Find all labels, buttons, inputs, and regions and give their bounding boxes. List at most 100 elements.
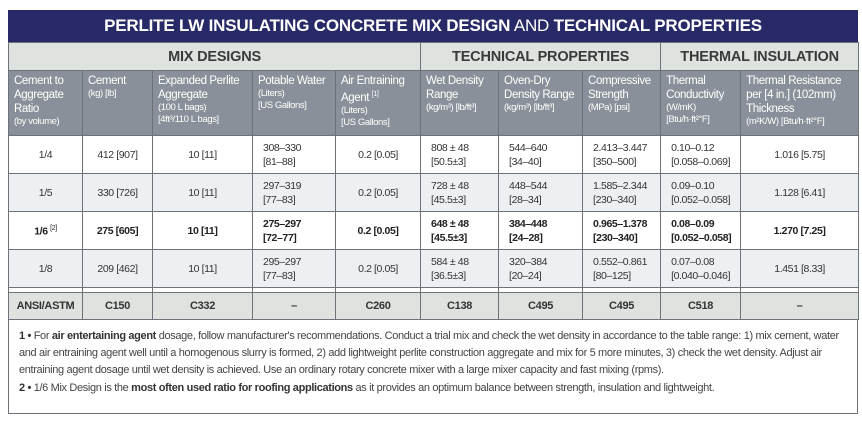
cell-line: 0.09–0.10 <box>671 179 715 192</box>
footnote-number: 2 • <box>19 382 34 394</box>
column-title: Thermal Resistance per [4 in.] (102mm) T… <box>746 75 842 115</box>
footnotes: 1 • For air entertaining agent dosage, f… <box>8 320 858 414</box>
cell-line: [77–83] <box>263 193 296 206</box>
column-header: Air Entraining Agent [1] (Liters) [US Gall… <box>334 70 422 136</box>
cell-tr: 1.016 [5.75] <box>740 135 860 174</box>
cell-line: 275–297 <box>263 217 302 230</box>
cell-line: 0.07–0.08 <box>671 255 715 268</box>
cell-ratio: 1/4 <box>8 135 83 174</box>
standard-cell: C150 <box>82 292 153 320</box>
column-title: Cement to Aggregate Ratio <box>14 75 64 115</box>
cell-line: 448–544 <box>509 179 548 192</box>
cell-line: [45.5±3] <box>431 193 466 206</box>
footnote-text: 1/6 Mix Design is the <box>33 382 132 394</box>
column-header: Cement (kg) [lb] <box>82 70 153 136</box>
ratio-value: 1/8 <box>38 262 53 275</box>
cell-line: [0.040–0.046] <box>671 269 731 282</box>
cell-line: 1.585–2.344 <box>593 179 648 192</box>
footnote-emphasis: air entertaining agent <box>51 330 157 342</box>
footnote-ref: [2] <box>50 225 57 233</box>
cell-dry-density: 448–544 [28–34] <box>498 173 584 212</box>
standard-cell: C518 <box>660 292 742 320</box>
column-header: Cement to Aggregate Ratio (by volume) <box>8 70 83 136</box>
cell-conductivity: 0.10–0.12 [0.058–0.069] <box>660 135 742 174</box>
footnote-emphasis: most often used ratio for roofing applic… <box>131 382 353 394</box>
cell-line: 584 ± 48 <box>431 255 469 268</box>
cell-perlite: 10 [11] <box>152 249 253 288</box>
cell-line: 0.965–1.378 <box>593 217 648 230</box>
cell-compressive: 0.965–1.378 [230–340] <box>582 211 662 250</box>
footnote-1: 1 • For air entertaining agent dosage, f… <box>19 328 847 379</box>
cell-ratio: 1/8 <box>8 249 83 288</box>
standard-cell: – <box>740 292 860 320</box>
cell-dry-density: 544–640 [34–40] <box>498 135 584 174</box>
column-title: Oven-Dry Density Range <box>504 75 575 101</box>
column-title: Thermal Conductivity <box>666 75 724 101</box>
cell-line: 320–384 <box>509 255 548 268</box>
table-row: 1/6 [2] 275 [605] 10 [11] 275–297 [72–77] 0.2… <box>8 211 860 250</box>
standard-cell: C495 <box>498 292 584 320</box>
column-title: Expanded Perlite Aggregate <box>158 75 240 101</box>
cell-line: [81–88] <box>263 155 296 168</box>
cell-dry-density: 320–384 [20–24] <box>498 249 584 288</box>
cell-line: 297–319 <box>263 179 302 192</box>
column-header: Thermal Resistance per [4 in.] (102mm) T… <box>740 70 860 136</box>
cell-line: [0.052–0.058] <box>671 231 732 244</box>
column-unit: [4ft³/110 L bags] <box>158 114 219 125</box>
cell-line: [350–500] <box>593 155 637 168</box>
cell-line: [50.5±3] <box>431 155 466 168</box>
cell-tr: 1.451 [8.33] <box>740 249 860 288</box>
cell-line: 0.552–0.861 <box>593 255 648 268</box>
column-unit: (MPa) [psi] <box>588 102 630 113</box>
column-title: Potable Water <box>258 75 326 87</box>
standard-cell: C138 <box>420 292 500 320</box>
table-row: 1/4 412 [907] 10 [11] 308–330 [81–88] 0.2 [0.… <box>8 135 860 174</box>
column-unit: (Liters) <box>341 104 368 116</box>
title-part: TECHNICAL PROPERTIES <box>553 16 762 35</box>
cell-cement: 275 [605] <box>82 211 153 250</box>
cell-agent: 0.2 [0.05] <box>334 249 422 288</box>
standard-cell: C260 <box>334 292 422 320</box>
cell-line: [28–34] <box>509 193 542 206</box>
cell-line: [24–28] <box>509 231 543 244</box>
cell-line: 728 ± 48 <box>431 179 469 192</box>
cell-line: [45.5±3] <box>431 231 467 244</box>
column-unit: (Liters) <box>258 88 285 99</box>
cell-water: 297–319 [77–83] <box>252 173 336 212</box>
cell-ratio: 1/6 [2] <box>8 211 83 250</box>
cell-line: [230–340] <box>593 193 637 206</box>
standard-cell: C332 <box>152 292 253 320</box>
footnote-text: as it provides an optimum balance betwee… <box>352 382 715 394</box>
column-unit: (100 L bags) <box>158 102 207 113</box>
cell-line: 0.08–0.09 <box>671 217 715 230</box>
cell-line: [230–340] <box>593 231 638 244</box>
cell-line: [34–40] <box>509 155 542 168</box>
cell-perlite: 10 [11] <box>152 173 253 212</box>
cell-line: [0.058–0.069] <box>671 155 731 168</box>
column-header: Expanded Perlite Aggregate (100 L bags) [4… <box>152 70 253 136</box>
cell-compressive: 2.413–3.447 [350–500] <box>582 135 662 174</box>
cell-line: [36.5±3] <box>431 269 466 282</box>
title-part: PERLITE LW INSULATING CONCRETE MIX DESIG… <box>104 16 511 35</box>
footnote-ref: [1] <box>371 91 379 98</box>
footnote-number: 1 • <box>19 330 34 342</box>
cell-line: 384–448 <box>509 217 548 230</box>
column-unit: [US Gallons] <box>258 100 307 111</box>
table-row: 1/8 209 [462] 10 [11] 295–297 [77–83] 0.2 [0.… <box>8 249 860 288</box>
cell-water: 295–297 [77–83] <box>252 249 336 288</box>
column-title: Air Entraining Agent <box>341 75 405 104</box>
cell-line: [0.052–0.058] <box>671 193 731 206</box>
column-unit: (m²K/W) [Btu/h·ft²°F] <box>746 116 825 127</box>
section-thermal-insulation: THERMAL INSULATION <box>660 42 860 71</box>
footnote-text: For <box>33 330 52 342</box>
standards-label: ANSI/ASTM <box>8 292 83 320</box>
table-row: 1/5 330 [726] 10 [11] 297–319 [77–83] 0.2 [0.… <box>8 173 860 212</box>
column-unit: (kg/m³) [lb/ft³] <box>504 102 555 113</box>
cell-cement: 209 [462] <box>82 249 153 288</box>
column-unit: [Btu/h·ft²°F] <box>666 114 710 125</box>
cell-water: 308–330 [81–88] <box>252 135 336 174</box>
table-title: PERLITE LW INSULATING CONCRETE MIX DESIG… <box>8 10 858 42</box>
cell-line: [72–77] <box>263 231 297 244</box>
column-header: Thermal Conductivity (W/mK) [Btu/h·ft²°F] <box>660 70 742 136</box>
cell-agent: 0.2 [0.05] <box>334 135 422 174</box>
